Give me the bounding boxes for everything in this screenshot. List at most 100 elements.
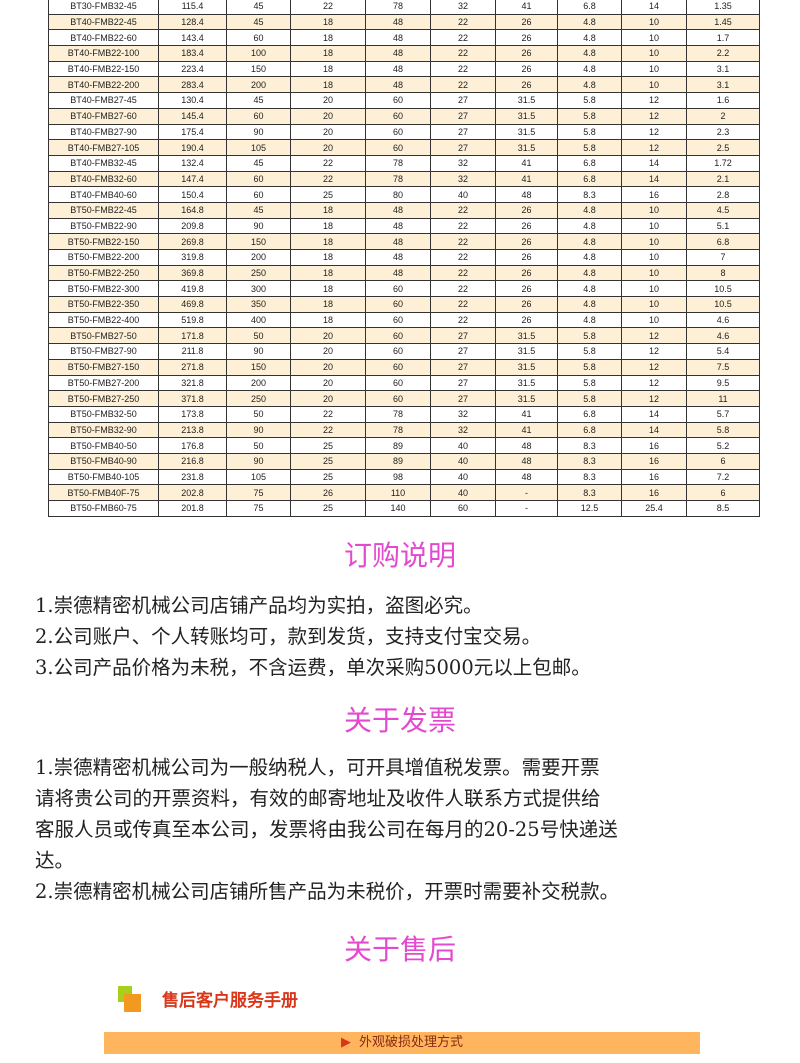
value-cell: 41: [495, 170, 558, 188]
value-cell: 40: [430, 186, 496, 203]
value-cell: 60: [226, 29, 291, 47]
value-cell: 18: [290, 201, 366, 219]
value-cell: 60: [365, 92, 431, 109]
value-cell: 22: [430, 217, 496, 235]
value-cell: 60: [365, 107, 431, 125]
value-cell: 5.8: [557, 107, 622, 125]
value-cell: 16: [621, 186, 687, 203]
model-cell: BT50-FMB40F-75: [48, 484, 159, 501]
value-cell: 60: [365, 358, 431, 376]
value-cell: 60: [365, 390, 431, 407]
value-cell: 60: [365, 311, 431, 329]
value-cell: 3.1: [686, 60, 760, 78]
invoice-line: 请将贵公司的开票资料，有效的邮寄地址及收件人联系方式提供给: [35, 787, 601, 810]
value-cell: 8.3: [557, 186, 622, 203]
value-cell: 3.1: [686, 76, 760, 94]
value-cell: 18: [290, 13, 366, 31]
table-row: BT50-FMB22-45 164.8 45 18 48 22 26 4.8 10 4.5: [48, 201, 760, 219]
order-line: 1.崇德精密机械公司店铺产品均为实拍，盗图必究。: [35, 594, 483, 617]
value-cell: 469.8: [158, 296, 227, 313]
model-cell: BT50-FMB27-50: [48, 327, 159, 345]
value-cell: 4.6: [686, 311, 760, 329]
value-cell: 12: [621, 139, 687, 156]
model-cell: BT40-FMB32-60: [48, 170, 159, 188]
value-cell: 20: [290, 327, 366, 345]
value-cell: 60: [365, 123, 431, 141]
value-cell: 8.3: [557, 437, 622, 454]
value-cell: 60: [430, 500, 496, 517]
value-cell: 250: [226, 390, 291, 407]
value-cell: 18: [290, 60, 366, 78]
value-cell: 31.5: [495, 107, 558, 125]
table-row: BT50-FMB22-300 419.8 300 18 60 22 26 4.8 10 10.5: [48, 280, 760, 298]
value-cell: 14: [621, 421, 687, 439]
banner-title: 售后客户服务手册: [162, 991, 298, 1011]
value-cell: 14: [621, 0, 687, 15]
value-cell: 60: [365, 280, 431, 298]
model-cell: BT40-FMB22-60: [48, 29, 159, 47]
value-cell: 20: [290, 374, 366, 392]
value-cell: 5.8: [557, 343, 622, 360]
table-row: BT40-FMB22-60 143.4 60 18 48 22 26 4.8 10 1.7: [48, 29, 760, 47]
value-cell: 20: [290, 139, 366, 156]
table-row: BT50-FMB22-400 519.8 400 18 60 22 26 4.8 10 4.6: [48, 311, 760, 329]
value-cell: 48: [365, 60, 431, 78]
value-cell: 32: [430, 405, 496, 423]
value-cell: 27: [430, 139, 496, 156]
value-cell: 10: [621, 45, 687, 62]
value-cell: 269.8: [158, 233, 227, 250]
value-cell: 6.8: [557, 0, 622, 15]
value-cell: 110: [365, 484, 431, 501]
value-cell: 4.8: [557, 45, 622, 62]
value-cell: 16: [621, 437, 687, 454]
value-cell: 2.5: [686, 139, 760, 156]
table-row: BT40-FMB32-60 147.4 60 22 78 32 41 6.8 14 2.1: [48, 170, 760, 188]
value-cell: 31.5: [495, 327, 558, 345]
model-cell: BT50-FMB22-350: [48, 296, 159, 313]
value-cell: 14: [621, 405, 687, 423]
invoice-line: 客服人员或传真至本公司，发票将由我公司在每月的20-25号快递送: [35, 818, 618, 841]
value-cell: 8.5: [686, 500, 760, 517]
model-cell: BT40-FMB27-90: [48, 123, 159, 141]
model-cell: BT40-FMB40-60: [48, 186, 159, 203]
value-cell: 150: [226, 60, 291, 78]
value-cell: 150: [226, 358, 291, 376]
value-cell: 283.4: [158, 76, 227, 94]
value-cell: 60: [365, 296, 431, 313]
value-cell: 98: [365, 468, 431, 486]
model-cell: BT50-FMB22-90: [48, 217, 159, 235]
value-cell: 5.8: [557, 123, 622, 141]
value-cell: 22: [430, 280, 496, 298]
value-cell: 4.8: [557, 233, 622, 250]
table-row: BT50-FMB27-50 171.8 50 20 60 27 31.5 5.8 12 4.6: [48, 327, 760, 345]
value-cell: 26: [495, 29, 558, 47]
value-cell: 105: [226, 468, 291, 486]
value-cell: 40: [430, 437, 496, 454]
value-cell: 45: [226, 201, 291, 219]
value-cell: 26: [495, 76, 558, 94]
table-row: BT50-FMB22-350 469.8 350 18 60 22 26 4.8 10 10.5: [48, 296, 760, 313]
value-cell: 90: [226, 343, 291, 360]
value-cell: 26: [495, 249, 558, 266]
value-cell: 26: [290, 484, 366, 501]
value-cell: 22: [430, 60, 496, 78]
value-cell: 16: [621, 484, 687, 501]
value-cell: 16: [621, 452, 687, 470]
model-cell: BT50-FMB22-400: [48, 311, 159, 329]
value-cell: 1.6: [686, 92, 760, 109]
value-cell: 200: [226, 374, 291, 392]
spec-table: BT30-FMB32-45 115.4 45 22 78 32 41 6.8 14 1.35 BT4…: [48, 0, 760, 517]
invoice-line: 1.崇德精密机械公司为一般纳税人，可开具增值税发票。需要开票: [35, 756, 600, 779]
model-cell: BT40-FMB22-45: [48, 13, 159, 31]
model-cell: BT50-FMB60-75: [48, 500, 159, 517]
value-cell: 321.8: [158, 374, 227, 392]
value-cell: 5.8: [686, 421, 760, 439]
value-cell: 48: [365, 201, 431, 219]
value-cell: 4.8: [557, 217, 622, 235]
value-cell: 32: [430, 170, 496, 188]
value-cell: 202.8: [158, 484, 227, 501]
value-cell: 6: [686, 452, 760, 470]
table-row: BT40-FMB27-105 190.4 105 20 60 27 31.5 5.8 12 2.5: [48, 139, 760, 156]
value-cell: 25: [290, 468, 366, 486]
value-cell: 200: [226, 76, 291, 94]
